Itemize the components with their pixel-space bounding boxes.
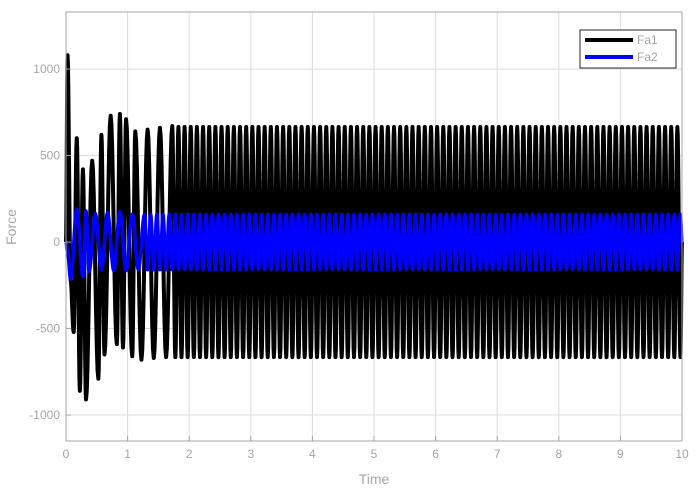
x-tick-label: 10 bbox=[675, 447, 689, 461]
y-tick-labels: -1000 -500 0 500 1000 bbox=[29, 62, 60, 422]
series-layer bbox=[64, 53, 684, 402]
x-tick-label: 0 bbox=[63, 447, 70, 461]
series-line-fa1 bbox=[64, 53, 684, 402]
legend-label-fa2: Fa2 bbox=[637, 50, 658, 64]
x-tick-label: 1 bbox=[124, 447, 131, 461]
y-tick-label: 500 bbox=[40, 149, 60, 163]
x-tick-label: 5 bbox=[371, 447, 378, 461]
legend-box bbox=[579, 29, 677, 69]
x-tick-label: 2 bbox=[186, 447, 193, 461]
series-line-fa2 bbox=[64, 207, 684, 282]
y-tick-label: 0 bbox=[53, 235, 60, 249]
y-axis-label: Force bbox=[3, 209, 19, 245]
legend: Fa1 Fa2 bbox=[579, 29, 677, 69]
x-tick-label: 9 bbox=[617, 447, 624, 461]
legend-label-fa1: Fa1 bbox=[637, 33, 658, 47]
x-tick-labels: 0 1 2 3 4 5 6 7 8 9 10 bbox=[63, 447, 689, 461]
x-tick-label: 8 bbox=[555, 447, 562, 461]
y-tick-label: -1000 bbox=[29, 408, 60, 422]
x-tick-label: 7 bbox=[494, 447, 501, 461]
x-tick-label: 6 bbox=[432, 447, 439, 461]
x-tick-label: 3 bbox=[247, 447, 254, 461]
x-tick-label: 4 bbox=[309, 447, 316, 461]
y-tick-label: 1000 bbox=[33, 62, 60, 76]
y-tick-label: -500 bbox=[36, 322, 60, 336]
x-axis-label: Time bbox=[359, 471, 390, 487]
ticks bbox=[65, 68, 683, 441]
